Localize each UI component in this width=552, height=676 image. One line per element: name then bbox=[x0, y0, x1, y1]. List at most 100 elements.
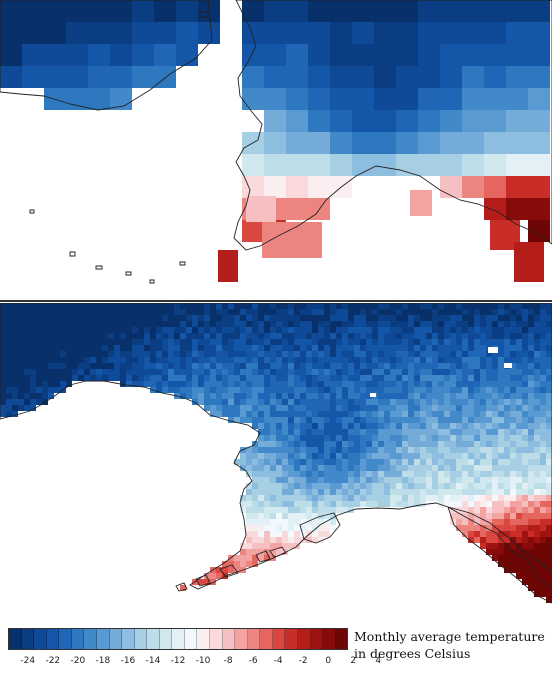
temperature-cell bbox=[516, 393, 522, 399]
temperature-cell bbox=[546, 495, 552, 501]
temperature-cell bbox=[414, 411, 420, 417]
temperature-cell bbox=[510, 375, 516, 381]
temperature-cell bbox=[462, 507, 468, 513]
temperature-cell bbox=[528, 44, 550, 66]
temperature-cell bbox=[234, 405, 240, 411]
temperature-cell bbox=[186, 375, 192, 381]
temperature-cell bbox=[150, 315, 156, 321]
temperature-cell bbox=[318, 387, 324, 393]
colorbar-swatch bbox=[147, 629, 160, 649]
temperature-cell bbox=[444, 471, 450, 477]
temperature-cell bbox=[270, 387, 276, 393]
temperature-cell bbox=[222, 333, 228, 339]
temperature-cell bbox=[366, 309, 372, 315]
temperature-cell bbox=[324, 471, 330, 477]
temperature-cell bbox=[372, 489, 378, 495]
temperature-cell bbox=[534, 465, 540, 471]
temperature-cell bbox=[0, 393, 6, 399]
temperature-cell bbox=[6, 309, 12, 315]
temperature-cell bbox=[396, 0, 418, 22]
temperature-cell bbox=[486, 471, 492, 477]
temperature-cell bbox=[342, 375, 348, 381]
temperature-cell bbox=[378, 435, 384, 441]
temperature-cell bbox=[270, 345, 276, 351]
temperature-cell bbox=[18, 405, 24, 411]
temperature-cell bbox=[540, 309, 546, 315]
temperature-cell bbox=[426, 375, 432, 381]
temperature-cell bbox=[342, 477, 348, 483]
temperature-cell bbox=[366, 489, 372, 495]
temperature-cell bbox=[294, 501, 300, 507]
temperature-cell bbox=[342, 435, 348, 441]
temperature-cell bbox=[360, 303, 366, 309]
temperature-cell bbox=[132, 381, 138, 387]
temperature-cell bbox=[342, 399, 348, 405]
temperature-cell bbox=[252, 519, 258, 525]
temperature-cell bbox=[462, 459, 468, 465]
temperature-cell bbox=[540, 351, 546, 357]
temperature-cell bbox=[246, 393, 252, 399]
temperature-cell bbox=[444, 309, 450, 315]
temperature-cell bbox=[372, 303, 378, 309]
temperature-cell bbox=[450, 381, 456, 387]
temperature-cell bbox=[48, 357, 54, 363]
temperature-cell bbox=[0, 387, 6, 393]
temperature-cell bbox=[234, 387, 240, 393]
temperature-cell bbox=[282, 327, 288, 333]
temperature-cell bbox=[336, 339, 342, 345]
temperature-cell bbox=[408, 387, 414, 393]
temperature-cell bbox=[246, 483, 252, 489]
temperature-cell bbox=[162, 357, 168, 363]
temperature-cell bbox=[240, 339, 246, 345]
temperature-cell bbox=[468, 333, 474, 339]
temperature-cell bbox=[396, 477, 402, 483]
temperature-cell bbox=[242, 176, 264, 198]
temperature-cell bbox=[324, 375, 330, 381]
temperature-cell bbox=[486, 549, 492, 555]
temperature-cell bbox=[396, 88, 418, 110]
temperature-cell bbox=[522, 525, 528, 531]
temperature-cell bbox=[222, 357, 228, 363]
temperature-cell bbox=[312, 321, 318, 327]
temperature-cell bbox=[396, 315, 402, 321]
temperature-cell bbox=[360, 381, 366, 387]
temperature-cell bbox=[270, 489, 276, 495]
temperature-cell bbox=[282, 369, 288, 375]
temperature-cell bbox=[432, 417, 438, 423]
temperature-cell bbox=[330, 525, 336, 531]
temperature-cell bbox=[174, 357, 180, 363]
temperature-cell bbox=[180, 345, 186, 351]
temperature-cell bbox=[138, 333, 144, 339]
temperature-cell bbox=[312, 483, 318, 489]
temperature-cell bbox=[408, 393, 414, 399]
temperature-cell bbox=[534, 459, 540, 465]
island-outline bbox=[29, 209, 35, 214]
temperature-cell bbox=[294, 471, 300, 477]
temperature-cell bbox=[484, 44, 506, 66]
temperature-cell bbox=[348, 447, 354, 453]
temperature-cell bbox=[84, 369, 90, 375]
coarse-map-canvas bbox=[0, 0, 552, 284]
temperature-cell bbox=[192, 351, 198, 357]
temperature-cell bbox=[528, 357, 534, 363]
temperature-cell bbox=[504, 459, 510, 465]
temperature-cell bbox=[462, 465, 468, 471]
temperature-cell bbox=[30, 393, 36, 399]
temperature-cell bbox=[258, 315, 264, 321]
temperature-cell bbox=[522, 441, 528, 447]
temperature-cell bbox=[390, 435, 396, 441]
temperature-cell bbox=[462, 369, 468, 375]
temperature-cell bbox=[540, 591, 546, 597]
temperature-cell bbox=[312, 387, 318, 393]
temperature-cell bbox=[540, 429, 546, 435]
temperature-cell bbox=[336, 489, 342, 495]
temperature-cell bbox=[374, 154, 396, 176]
temperature-cell bbox=[216, 357, 222, 363]
temperature-cell bbox=[150, 339, 156, 345]
temperature-cell bbox=[480, 501, 486, 507]
temperature-cell bbox=[516, 363, 522, 369]
temperature-cell bbox=[384, 495, 390, 501]
temperature-cell bbox=[318, 495, 324, 501]
temperature-cell bbox=[258, 309, 264, 315]
temperature-cell bbox=[522, 429, 528, 435]
